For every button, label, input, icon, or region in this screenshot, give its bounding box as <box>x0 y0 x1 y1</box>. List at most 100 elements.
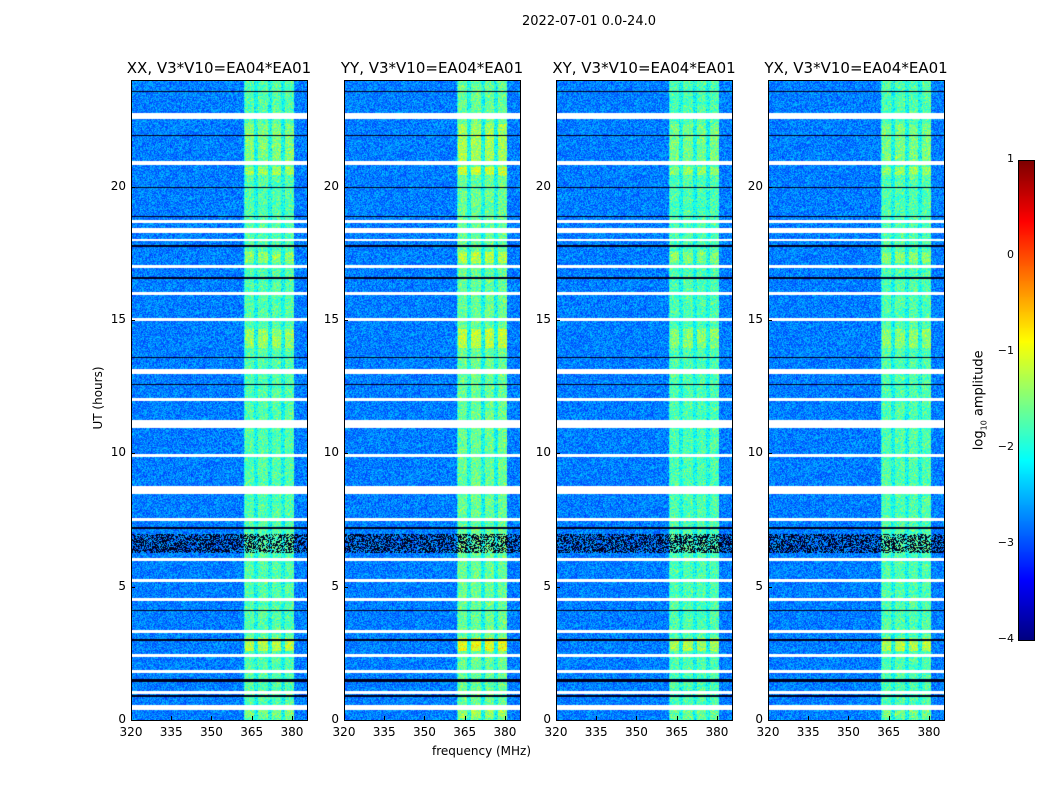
x-tick-mark <box>556 716 557 720</box>
x-tick-label: 350 <box>413 725 436 739</box>
y-tick-mark <box>344 453 348 455</box>
y-tick-mark <box>768 586 772 588</box>
x-tick-mark <box>291 716 293 720</box>
x-tick-mark <box>131 716 132 720</box>
x-tick-label: 335 <box>584 725 608 739</box>
x-axis-label: frequency (MHz) <box>432 744 532 758</box>
y-tick-mark <box>556 453 560 455</box>
y-tick-mark <box>131 586 135 588</box>
x-tick-mark <box>768 716 769 720</box>
y-tick-mark <box>768 186 772 188</box>
x-tick-label: 335 <box>372 725 396 739</box>
x-tick-label: 335 <box>159 725 183 739</box>
heatmap-panel <box>768 80 945 721</box>
x-tick-mark <box>888 716 890 720</box>
y-tick-mark <box>768 320 772 321</box>
x-tick-mark <box>251 716 253 720</box>
x-tick-label: 335 <box>796 725 820 739</box>
x-tick-mark <box>596 716 598 720</box>
y-tick-label: 15 <box>323 312 339 326</box>
x-tick-label: 380 <box>280 725 304 739</box>
y-tick-mark <box>556 720 560 721</box>
y-tick-label: 0 <box>331 712 339 726</box>
x-tick-mark <box>171 716 173 720</box>
y-tick-mark <box>131 453 135 455</box>
y-tick-label: 0 <box>543 712 551 726</box>
colorbar-tick-label: −3 <box>997 536 1014 549</box>
x-tick-mark <box>848 716 850 720</box>
y-tick-mark <box>344 586 348 588</box>
figure-title: 2022-07-01 0.0-24.0 <box>522 14 656 29</box>
panel-title: YY, V3*V10=EA04*EA01 <box>340 59 524 77</box>
y-tick-mark <box>556 320 560 321</box>
colorbar-tick-label: 0 <box>1007 248 1014 261</box>
colorbar-gradient <box>1019 161 1034 640</box>
x-tick-label: 380 <box>917 725 941 739</box>
y-tick-label: 20 <box>110 178 126 193</box>
y-tick-mark <box>768 720 772 721</box>
y-tick-label: 5 <box>331 578 339 593</box>
x-tick-mark <box>716 716 718 720</box>
y-tick-label: 0 <box>118 712 126 726</box>
panel-title: XX, V3*V10=EA04*EA01 <box>126 59 312 77</box>
x-tick-label: 320 <box>332 725 356 739</box>
y-tick-label: 15 <box>535 312 551 326</box>
y-tick-mark <box>556 586 560 588</box>
y-tick-label: 5 <box>755 578 763 593</box>
x-tick-label: 350 <box>200 725 223 739</box>
x-tick-mark <box>464 716 466 720</box>
panel-title: YX, V3*V10=EA04*EA01 <box>764 59 948 77</box>
colorbar-tick-label: 1 <box>1007 152 1014 165</box>
colorbar-tick-label: −1 <box>997 344 1014 357</box>
x-tick-mark <box>808 716 810 720</box>
x-tick-mark <box>424 716 426 720</box>
x-tick-label: 380 <box>493 725 517 739</box>
heatmap-image <box>132 81 307 720</box>
x-tick-label: 320 <box>544 725 568 739</box>
heatmap-panel <box>131 80 308 721</box>
y-tick-label: 5 <box>543 578 551 593</box>
x-tick-label: 365 <box>240 725 264 739</box>
y-tick-mark <box>344 720 348 721</box>
x-tick-label: 365 <box>877 725 901 739</box>
y-tick-mark <box>131 720 135 721</box>
x-tick-mark <box>211 716 213 720</box>
colorbar-tick-label: −4 <box>997 632 1014 645</box>
y-tick-label: 15 <box>747 312 763 326</box>
y-tick-mark <box>768 453 772 455</box>
y-tick-label: 10 <box>323 445 339 460</box>
panel-title: XY, V3*V10=EA04*EA01 <box>552 59 736 77</box>
x-tick-label: 350 <box>837 725 860 739</box>
y-tick-label: 10 <box>535 445 551 460</box>
x-tick-label: 320 <box>119 725 143 739</box>
heatmap-panel <box>344 80 521 721</box>
y-tick-mark <box>344 186 348 188</box>
heatmap-image <box>557 81 732 720</box>
heatmap-panel <box>556 80 733 721</box>
x-tick-label: 320 <box>756 725 780 739</box>
colorbar <box>1018 160 1035 641</box>
colorbar-label: log10 amplitude <box>971 350 989 451</box>
y-tick-label: 20 <box>323 178 339 193</box>
y-tick-mark <box>131 186 135 188</box>
x-tick-mark <box>344 716 345 720</box>
x-tick-mark <box>504 716 506 720</box>
y-tick-mark <box>556 186 560 188</box>
x-tick-mark <box>928 716 930 720</box>
y-tick-label: 0 <box>755 712 763 726</box>
y-tick-label: 20 <box>535 178 551 193</box>
y-tick-mark <box>344 320 348 321</box>
colorbar-tick-label: −2 <box>997 440 1014 453</box>
y-tick-label: 10 <box>747 445 763 460</box>
y-tick-label: 5 <box>118 578 126 593</box>
heatmap-image <box>345 81 520 720</box>
x-tick-label: 350 <box>625 725 648 739</box>
y-tick-label: 15 <box>110 312 126 326</box>
x-tick-mark <box>676 716 678 720</box>
x-tick-label: 365 <box>453 725 477 739</box>
x-tick-mark <box>636 716 638 720</box>
heatmap-image <box>769 81 944 720</box>
y-axis-label: UT (hours) <box>91 366 105 430</box>
x-tick-label: 380 <box>705 725 729 739</box>
x-tick-label: 365 <box>665 725 689 739</box>
